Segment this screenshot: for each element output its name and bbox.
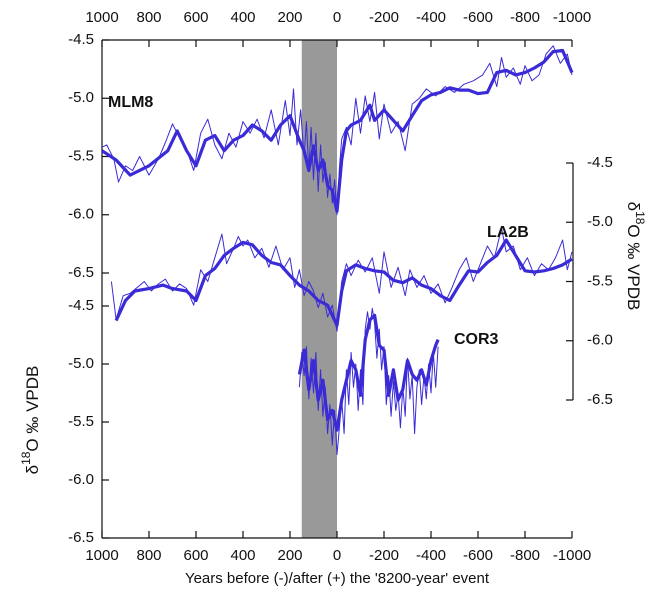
x-axis-title: Years before (-)/after (+) the '8200-yea…: [185, 570, 490, 587]
y-tick-label: -6.5: [68, 529, 94, 546]
x-tick-label-bottom: -600: [463, 547, 493, 564]
raw-line: [101, 45, 573, 216]
x-tick-label-top: -800: [510, 9, 540, 26]
y-tick-label: -6.0: [587, 332, 613, 349]
y-axis-title-superscript: 18: [633, 211, 647, 225]
y-tick-label: -6.5: [68, 264, 94, 281]
x-tick-label-top: 600: [183, 9, 208, 26]
x-tick-label-top: -600: [463, 9, 493, 26]
y-tick-label: -5.5: [587, 272, 613, 289]
y-axis-title-symbol: δ: [23, 465, 42, 474]
y-tick-label: -4.5: [68, 297, 94, 314]
smoothed-line: [114, 238, 573, 327]
x-tick-label-top: 800: [136, 9, 161, 26]
smoothed-line: [297, 313, 440, 432]
series-label: LA2B: [487, 224, 529, 241]
y-tick-label: -6.0: [68, 206, 94, 223]
smoothed-line: [101, 48, 574, 213]
x-tick-label-top: -1000: [553, 9, 591, 26]
y-axis-title-unit: O ‰ VPDB: [624, 224, 643, 310]
y-tick-label: -4.5: [587, 154, 613, 171]
y-tick-label: -5.0: [587, 213, 613, 230]
x-tick-label-bottom: 400: [230, 547, 255, 564]
y-tick-label: -6.0: [68, 471, 94, 488]
series-label: MLM8: [108, 94, 153, 111]
y-axis-title-superscript: 18: [19, 451, 33, 465]
y-tick-label: -4.5: [68, 31, 94, 48]
x-tick-label-top: -400: [416, 9, 446, 26]
x-tick-label-bottom: -800: [510, 547, 540, 564]
y-axis-title-unit: O ‰ VPDB: [23, 366, 42, 452]
y-tick-label: -5.5: [68, 147, 94, 164]
x-tick-label-bottom: 600: [183, 547, 208, 564]
x-tick-label-top: 400: [230, 9, 255, 26]
y-axis-title-symbol: δ: [624, 202, 643, 211]
x-tick-label-bottom: 0: [333, 547, 341, 564]
y-axis-title: δ18O ‰ VPDB: [19, 366, 42, 475]
x-tick-label-top: -200: [369, 9, 399, 26]
y-tick-label: -5.5: [68, 413, 94, 430]
y-axis-title: δ18O ‰ VPDB: [624, 202, 647, 311]
x-tick-label-bottom: -200: [369, 547, 399, 564]
x-tick-label-bottom: 1000: [85, 547, 118, 564]
x-tick-label-top: 0: [333, 9, 341, 26]
x-tick-label-top: 200: [277, 9, 302, 26]
x-tick-label-bottom: -1000: [553, 547, 591, 564]
x-tick-label-bottom: 800: [136, 547, 161, 564]
x-tick-label-bottom: -400: [416, 547, 446, 564]
x-tick-label-bottom: 200: [277, 547, 302, 564]
x-tick-label-top: 1000: [85, 9, 118, 26]
y-tick-label: -5.0: [68, 355, 94, 372]
series-label: COR3: [454, 331, 499, 348]
y-tick-label: -5.0: [68, 89, 94, 106]
y-tick-label: -6.5: [587, 391, 613, 408]
